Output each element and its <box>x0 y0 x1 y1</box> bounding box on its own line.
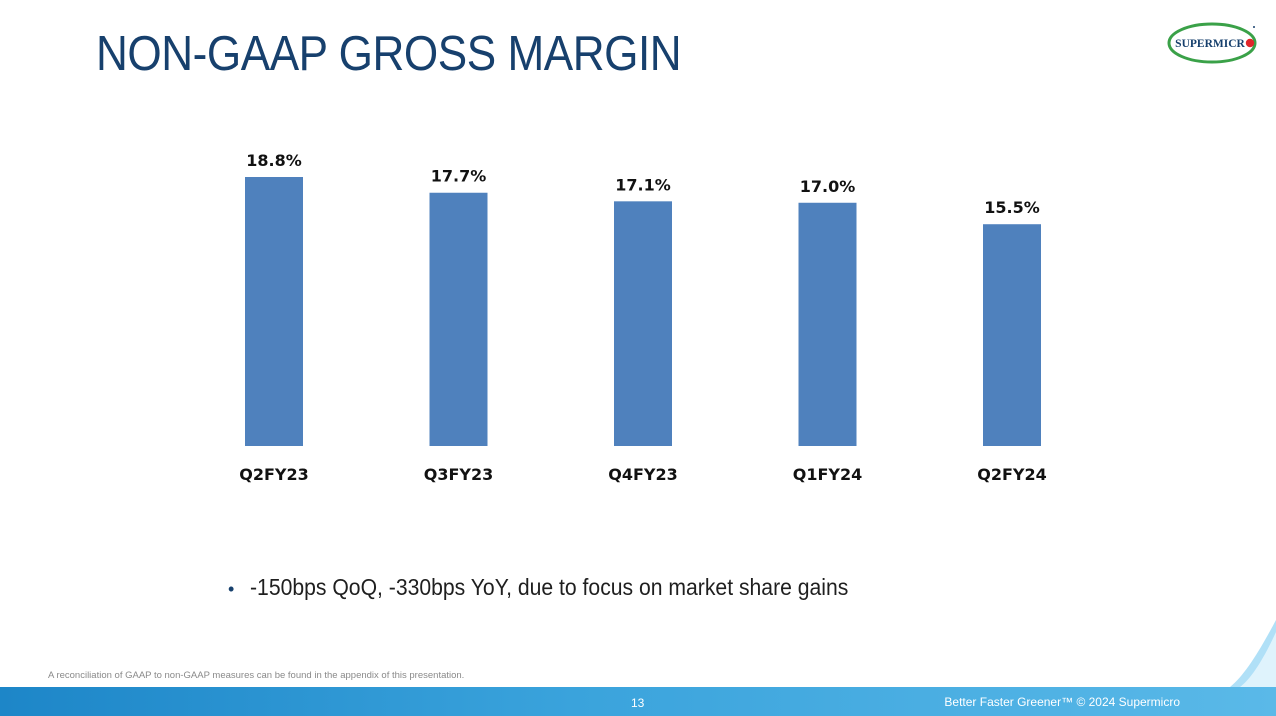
footer-bar <box>0 687 1276 716</box>
supermicro-logo: SUPERMICR <box>1167 22 1257 64</box>
category-label-q4fy23: Q4FY23 <box>608 465 678 484</box>
footer-tagline: Better Faster Greener™ © 2024 Supermicro <box>944 695 1180 709</box>
svg-text:SUPERMICR: SUPERMICR <box>1175 38 1245 50</box>
bar-q2fy24 <box>983 224 1041 446</box>
bar-q3fy23 <box>429 192 488 446</box>
data-label-q1fy24: 17.0% <box>800 177 856 196</box>
page-number: 13 <box>631 696 645 710</box>
reconciliation-footnote: A reconciliation of GAAP to non-GAAP mea… <box>48 670 465 681</box>
bullet-dot: • <box>228 579 235 599</box>
category-label-q3fy23: Q3FY23 <box>424 465 494 484</box>
footer-swoosh-decoration <box>1230 620 1276 687</box>
commentary-bullet: • -150bps QoQ, -330bps YoY, due to focus… <box>228 574 901 601</box>
category-label-q2fy23: Q2FY23 <box>239 465 309 484</box>
bar-q1fy24 <box>798 202 857 446</box>
data-label-q2fy24: 15.5% <box>984 198 1040 217</box>
category-label-q2fy24: Q2FY24 <box>977 465 1047 484</box>
commentary-text: -150bps QoQ, -330bps YoY, due to focus o… <box>250 574 849 600</box>
page-title: NON-GAAP GROSS MARGIN <box>96 27 682 81</box>
bar-q2fy23 <box>245 177 303 446</box>
data-label-q2fy23: 18.8% <box>246 151 302 170</box>
gross-margin-bar-chart: 18.8% Q2FY23 17.7% Q3FY23 17.1% Q4FY23 17.0% Q1… <box>239 151 1047 484</box>
bar-q4fy23 <box>614 201 672 446</box>
category-label-q1fy24: Q1FY24 <box>793 465 863 484</box>
data-label-q3fy23: 17.7% <box>431 167 487 186</box>
data-label-q4fy23: 17.1% <box>615 175 671 194</box>
